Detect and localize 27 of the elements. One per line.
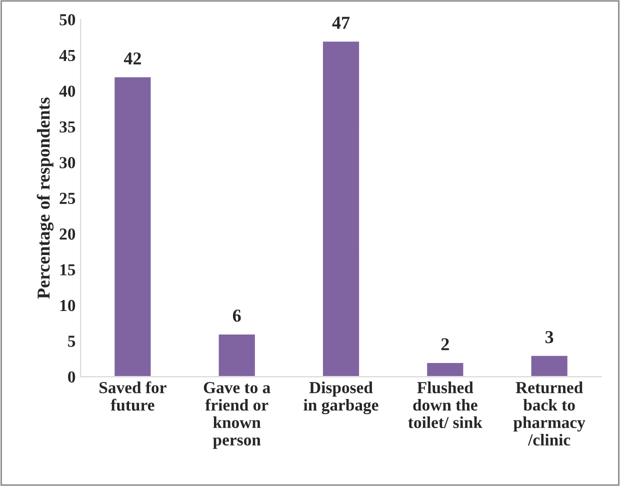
bar: [217, 333, 256, 377]
data-label: 3: [545, 331, 554, 344]
bar: [530, 354, 569, 377]
y-tick-label: 0: [68, 371, 76, 383]
y-tick-label: 50: [60, 14, 76, 26]
x-tick-label: Gave to a friend or known person: [204, 382, 270, 449]
y-tick-label: 40: [59, 86, 76, 97]
x-tick-label: Flushed down the toilet/ sink: [408, 382, 482, 428]
y-tick-label: 30: [60, 157, 76, 168]
y-tick-label: 20: [60, 228, 76, 240]
data-label: 2: [441, 338, 449, 350]
data-label: 47: [332, 16, 350, 29]
y-axis-title: Percentage of respondents: [36, 98, 54, 299]
bar: [322, 40, 360, 377]
y-tick-label: 10: [60, 300, 76, 312]
x-tick-label: Saved for future: [100, 381, 166, 411]
y-tick-label: 5: [68, 336, 76, 347]
bar: [426, 362, 465, 377]
data-label: 42: [124, 52, 141, 64]
bar: [113, 76, 152, 377]
x-tick-label: Returned back to pharmacy /clinic: [513, 382, 586, 446]
y-tick-label: 15: [60, 264, 76, 276]
y-tick-label: 25: [60, 192, 76, 204]
x-tick-label: Disposed in garbage: [304, 382, 378, 414]
y-tick-label: 45: [59, 50, 76, 62]
data-label: 6: [232, 310, 241, 322]
y-tick-label: 35: [60, 121, 76, 133]
